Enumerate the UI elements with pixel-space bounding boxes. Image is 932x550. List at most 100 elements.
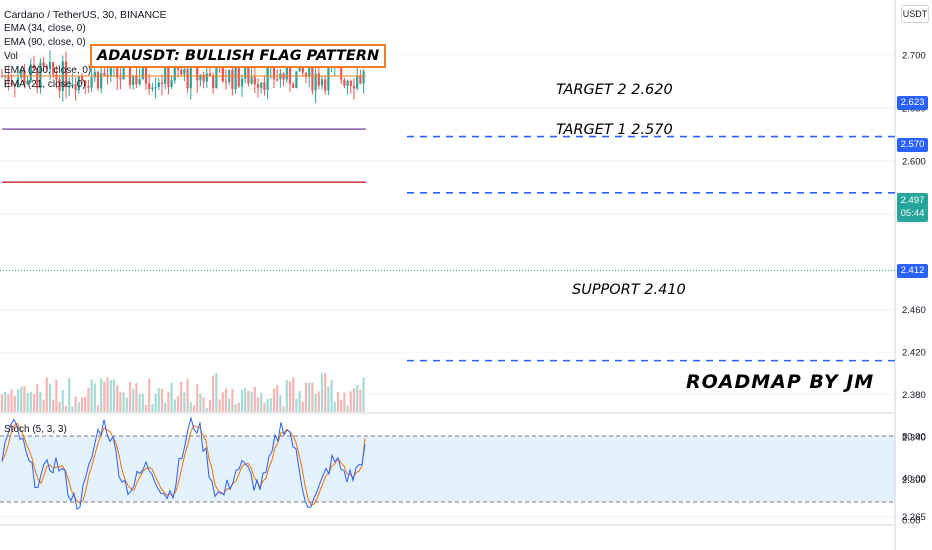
chart-title[interactable]: ADAUSDT: BULLISH FLAG PATTERN [90,44,387,68]
volume-bar [23,385,26,412]
indicator-ema90[interactable]: EMA (90, close, 0) [4,37,86,48]
volume-bar [352,388,356,412]
volume-bar [234,404,237,412]
volume-bar [16,389,20,412]
volume-bar [173,399,176,412]
volume-bar [128,381,132,412]
volume-bar [189,402,192,412]
stoch-k-line [1,416,366,510]
target2-label[interactable]: TARGET 2 2.620 [556,82,673,98]
candle-body [77,76,80,91]
candle-body [42,62,45,66]
stoch-axis-ticks: 80.00 40.00 0.00 [902,432,926,527]
support-label[interactable]: SUPPORT 2.410 [572,282,686,298]
candle-body [231,69,234,90]
price-tick-label: 2.420 [902,348,926,359]
volume-bar [80,397,84,412]
candle-body [84,80,87,86]
volume-bar [0,394,4,412]
candle-body [314,73,317,91]
volume-bar [324,373,327,412]
symbol-title[interactable]: Cardano / TetherUS, 30, BINANCE [4,9,167,21]
volume-bar [356,385,359,412]
volume-bar [215,372,218,412]
volume-bar [55,379,58,412]
volume-bar [221,392,224,412]
indicator-volume[interactable]: Vol [4,51,18,62]
volume-bars [0,372,365,412]
volume-bar [7,394,10,412]
volume-bar [13,395,16,412]
target1-price-tag: 2.570 [897,138,928,152]
indicator-ema34[interactable]: EMA (34, close, 0) [4,23,86,34]
ema-lines [2,75,366,183]
price-tick-label: 2.700 [902,50,926,61]
candle-body [157,82,160,88]
volume-bar [141,393,144,412]
volume-bar [90,379,93,412]
target2-price-tag: 2.623 [897,96,928,110]
candle-body [45,65,48,69]
volume-bar [295,398,298,412]
stoch-tick-label: 40.00 [902,474,926,485]
candle-body [32,64,36,69]
volume-bar [87,387,90,412]
candle-body [266,67,269,91]
candle-body [215,64,218,89]
candle-body [20,70,23,78]
volume-bar [68,378,71,412]
volume-bar [106,377,109,412]
candle-body [135,75,138,84]
price-tick-label: 2.600 [902,156,926,167]
volume-bar [39,391,42,412]
volume-bar [240,389,244,412]
candle-body [250,77,253,84]
candle-body [128,61,132,85]
candle-body [205,73,208,82]
volume-bar [52,399,55,412]
volume-bar [205,408,208,412]
candle-body [132,75,135,85]
volume-bar [269,398,272,412]
candle-body [74,84,77,91]
last-price-value: 2.497 [900,195,925,206]
volume-bar [346,405,349,412]
candle-body [122,64,125,80]
candle-body [154,87,157,89]
candle-body [320,79,324,86]
volume-bar [253,386,256,412]
volume-bar [144,404,148,412]
candle-body [52,62,55,75]
volume-bar [10,389,13,412]
candle-body [100,73,103,89]
currency-button[interactable]: USDT [901,5,929,23]
volume-bar [125,397,128,412]
volume-bar [237,402,240,412]
volume-bar [301,401,304,412]
indicator-ema21[interactable]: EMA (21, close, 0) [4,79,86,90]
target1-label[interactable]: TARGET 1 2.570 [556,122,673,138]
price-tick-label: 2.340 [902,433,926,444]
volume-bar [148,378,151,412]
stoch-legend[interactable]: Stoch (5, 3, 3) [4,424,67,435]
indicator-ema200[interactable]: EMA (200, close, 0) [4,65,92,76]
volume-bar [103,381,106,412]
volume-bar [362,377,365,412]
roadmap-label[interactable]: ROADMAP BY JM [686,371,875,393]
volume-bar [116,385,119,412]
candle-body [260,82,263,88]
candle-body [173,67,176,81]
volume-bar [71,406,74,412]
candle-body [13,83,16,86]
price-axis-ticks: 2.7002.6502.6002.5502.4602.4202.3802.340… [902,50,926,523]
candle-body [29,64,32,81]
volume-bar [320,373,324,412]
volume-bar [276,384,279,412]
volume-bar [285,380,288,412]
candle-body [304,72,308,77]
candle-body [221,65,224,82]
candle-body [170,80,173,87]
volume-bar [218,399,221,412]
